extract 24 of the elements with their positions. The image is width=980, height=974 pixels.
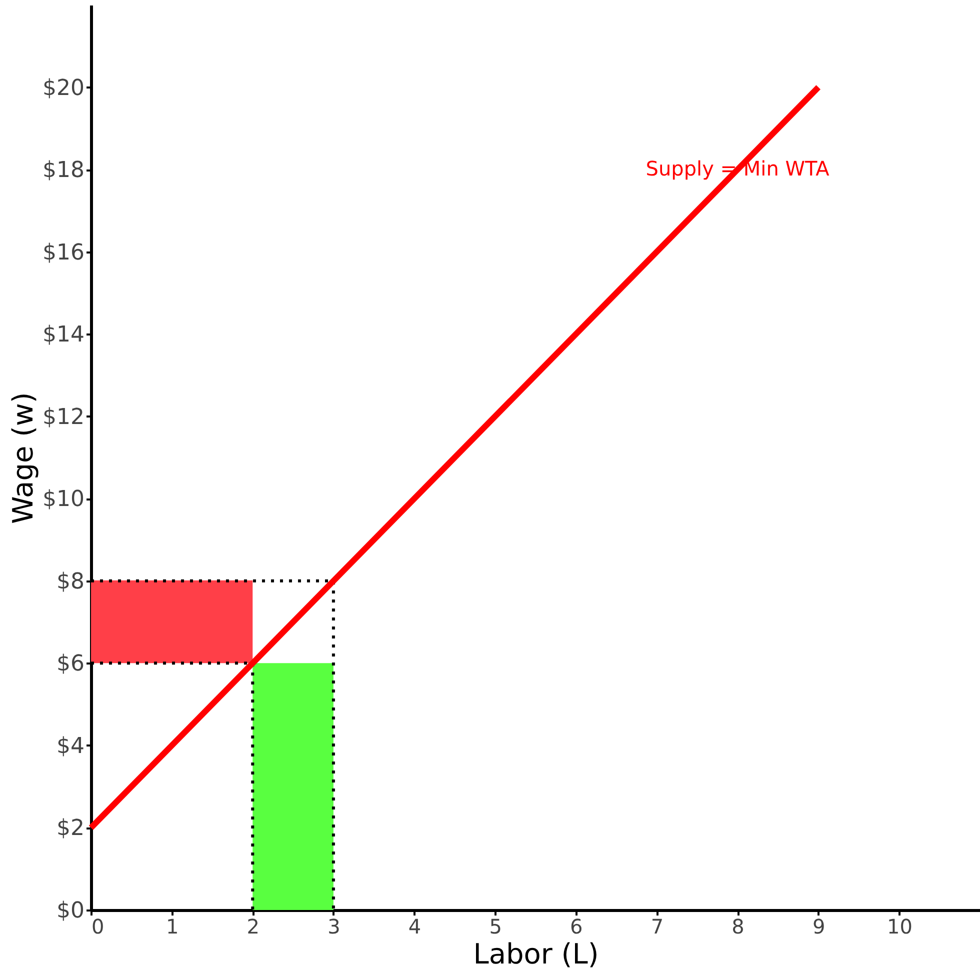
y-tick-label: $14: [42, 322, 84, 348]
x-tick-label: 2: [246, 914, 260, 938]
y-tick-label: $12: [42, 404, 84, 430]
x-tick-label: 0: [92, 914, 104, 938]
x-tick-label: 10: [886, 914, 912, 938]
x-tick-label: 9: [812, 914, 826, 938]
x-tick-label: 3: [328, 914, 340, 938]
y-tick-label: $6: [56, 652, 84, 677]
y-tick-label: $8: [56, 569, 84, 594]
y-tick-label: $2: [56, 816, 84, 842]
x-tick-label: 1: [166, 914, 179, 938]
x-tick-label: 5: [489, 914, 502, 938]
y-tick-label: $0: [56, 898, 84, 924]
y-tick-label: $16: [42, 240, 84, 266]
x-tick-label: 8: [732, 914, 744, 938]
x-tick-label: 4: [408, 914, 422, 938]
x-tick-label: 6: [570, 914, 583, 938]
y-tick-label: $4: [56, 734, 84, 759]
y-tick-label: $18: [42, 158, 84, 184]
y-tick-label: $20: [42, 76, 84, 101]
x-axis-title: Labor (L): [473, 938, 599, 970]
x-tick-label: 7: [650, 914, 664, 938]
y-axis-title: Wage (w): [6, 392, 40, 524]
y-tick-label: $10: [42, 487, 84, 512]
